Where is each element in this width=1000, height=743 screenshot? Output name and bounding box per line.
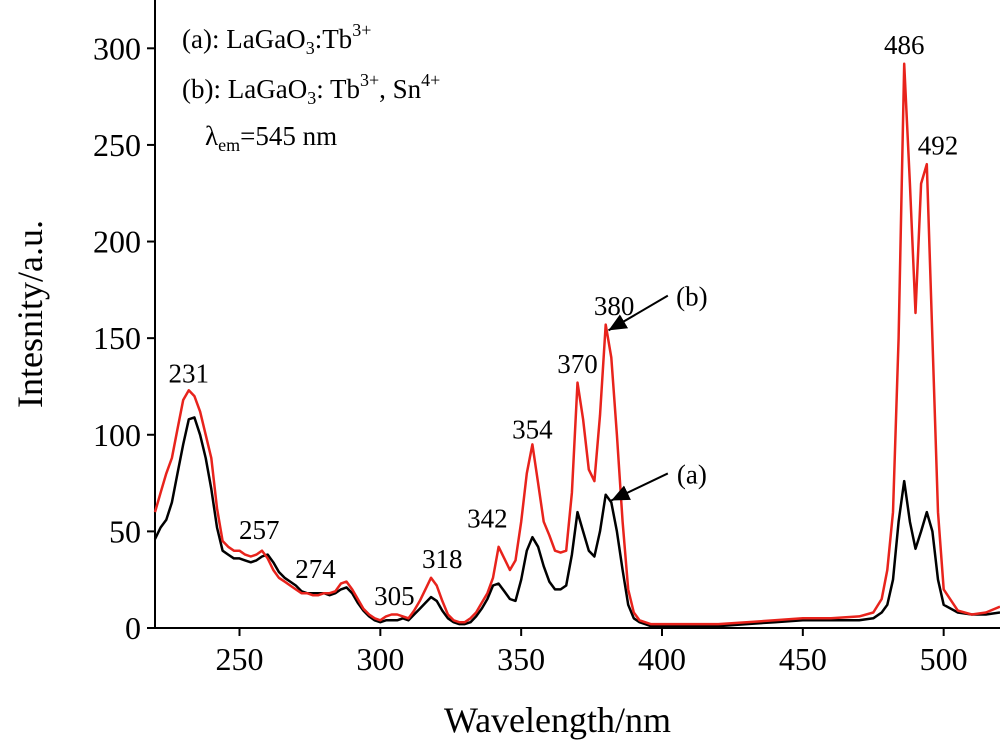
series-annotation: (a)	[677, 459, 707, 489]
y-tick-label: 0	[125, 610, 141, 646]
axes: 250 300 350 400 450 500 0 50 100 150 200 250 300 Wave…	[10, 0, 1000, 740]
x-tick-label: 500	[920, 641, 968, 677]
y-tick-label: 50	[109, 513, 141, 549]
x-tick-label: 350	[497, 641, 545, 677]
x-tick-label: 400	[638, 641, 686, 677]
y-tick-label: 150	[93, 320, 141, 356]
legend-line-a: (a): LaGaO3:Tb3+	[182, 20, 371, 58]
series-line-a	[153, 416, 1000, 628]
peak-label: 370	[557, 349, 598, 379]
y-tick-label: 300	[93, 30, 141, 66]
legend-line-b: (b): LaGaO3: Tb3+, Sn4+	[182, 70, 440, 108]
y-tick-label: 200	[93, 224, 141, 260]
series-layer	[153, 62, 1000, 628]
peak-label: 492	[918, 131, 959, 161]
peak-label: 274	[295, 554, 336, 584]
peak-label: 380	[594, 291, 635, 321]
y-tick-label: 250	[93, 127, 141, 163]
x-tick-label: 250	[216, 641, 264, 677]
annotation-arrow	[610, 472, 669, 502]
peak-label: 257	[239, 515, 280, 545]
legend-line-c: λem=545 nm	[205, 121, 337, 155]
x-tick-label: 300	[356, 641, 404, 677]
peak-label: 354	[512, 415, 553, 445]
peak-label: 342	[467, 504, 508, 534]
y-tick-label: 100	[93, 417, 141, 453]
x-axis-title: Wavelength/nm	[444, 700, 671, 740]
annotation-arrow	[607, 294, 669, 332]
peak-label: 486	[884, 30, 925, 60]
peak-label: 318	[422, 544, 463, 574]
x-tick-label: 450	[779, 641, 827, 677]
legend: (a): LaGaO3:Tb3+ (b): LaGaO3: Tb3+, Sn4+…	[182, 20, 440, 155]
peak-label: 305	[374, 581, 415, 611]
series-line-b	[153, 62, 1000, 626]
y-axis-title: Intesnity/a.u.	[10, 220, 50, 408]
peak-label: 231	[169, 359, 210, 389]
series-annotation: (b)	[676, 282, 707, 312]
